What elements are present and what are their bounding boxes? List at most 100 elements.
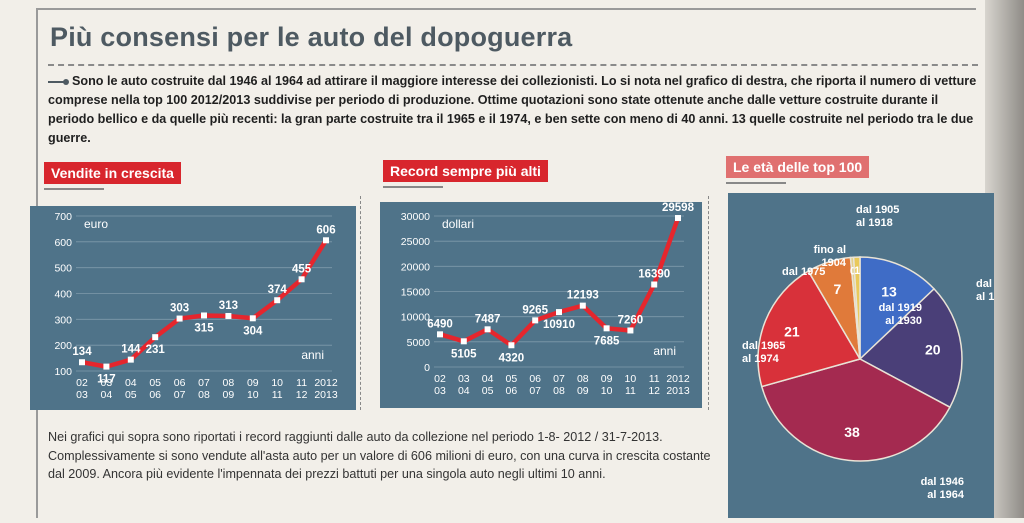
chart2-ytick-label: 25000: [401, 236, 430, 248]
pie-slice: [757, 270, 862, 388]
chart2-svg: 0 5000 10000 15000 20000 25000 30000 dollari ann…: [401, 202, 695, 397]
chart2-ytick-label: 30000: [401, 211, 430, 223]
chart1-unit-label: euro: [84, 217, 108, 231]
chart2-data-label: 29598: [662, 202, 695, 214]
pie-category-label-line2: al 1918: [856, 217, 893, 229]
chart2-x-unit-label: anni: [653, 344, 676, 358]
chart2-data-point: [532, 317, 539, 324]
chart1-data-label: 144: [121, 344, 141, 356]
chart2-ytick-label: 20000: [401, 261, 430, 273]
chart1-data-label: 313: [219, 300, 238, 312]
pie-value-label: 38: [844, 424, 860, 440]
chart1-xtick-label-bottom: 2013: [314, 389, 338, 401]
chart1-x-unit-label: anni: [301, 348, 324, 362]
chart2-xtick-label-bottom: 2013: [666, 385, 690, 397]
chart2-xtick-label-bottom: 05: [482, 385, 494, 397]
pie-value-label: 21: [784, 324, 800, 340]
chart1-data-label: 606: [316, 224, 335, 236]
intro-paragraph: Sono le auto costruite dal 1946 al 1964 …: [48, 72, 978, 148]
chart1-data-point: [79, 359, 85, 366]
chart1-xtick-label-top: 02: [76, 377, 88, 389]
chart1-data-label: 303: [170, 303, 189, 315]
pie-slice: [760, 358, 951, 462]
chart1-ytick-label: 500: [54, 263, 72, 275]
chart1-data-point: [152, 334, 159, 341]
chart2-xtick-label-top: 10: [625, 373, 637, 385]
chart2-xtick-label-bottom: 09: [577, 385, 589, 397]
chart2-xtick-label-top: 05: [506, 373, 518, 385]
chart2-data-label: 6490: [427, 318, 453, 330]
pie-category-label: dal 1905: [856, 204, 899, 216]
pie-slice: [859, 256, 936, 361]
chart1-xtick-label-bottom: 04: [101, 389, 113, 401]
chart2-xtick-label-top: 02: [434, 373, 446, 385]
chart1-xtick-label-bottom: 11: [272, 389, 283, 401]
chart2-data-point: [603, 325, 610, 332]
chart2-xtick-label-bottom: 04: [458, 385, 470, 397]
pie-category-label: dal 1919: [879, 302, 922, 314]
chart1-title-underline: [44, 188, 104, 190]
chart1-xtick-label-top: 05: [149, 377, 161, 389]
chart2-data-label: 7260: [618, 314, 644, 326]
chart2-data-point: [460, 338, 467, 345]
chart2-ytick-label: 0: [424, 362, 430, 374]
separator: [360, 196, 361, 410]
chart2-data-point: [437, 331, 443, 338]
chart1-data-point: [103, 363, 110, 370]
chart2-xtick-label-top: 07: [553, 373, 565, 385]
chart2-xtick-label-bottom: 11: [625, 385, 636, 397]
pie-category-label-line2: 1904: [822, 257, 847, 269]
chart2-data-point: [508, 342, 515, 349]
chart2-data-label: 5105: [451, 348, 477, 360]
chart2-data-point: [556, 309, 562, 316]
pie-category-label: dal 1965: [742, 340, 785, 352]
chart1-ytick-label: 600: [54, 237, 72, 249]
intro-text: Sono le auto costruite dal 1946 al 1964 …: [48, 74, 977, 145]
chart1-xtick-label-top: 07: [198, 377, 210, 389]
chart1-data-label: 315: [194, 322, 214, 334]
pie-category-label-line2: al 1930: [885, 315, 922, 327]
chart1-ytick-label: 200: [54, 340, 72, 352]
pie-value-label: 13: [881, 284, 897, 300]
pie-slice: [858, 287, 963, 409]
caption: Nei grafici qui sopra sono riportati i r…: [48, 430, 711, 481]
chart1-xtick-label-bottom: 05: [125, 389, 137, 401]
chart2-data-point: [579, 302, 586, 309]
chart2-data-label: 7685: [594, 335, 620, 347]
chart1-data-label: 117: [97, 374, 116, 386]
chart3-title: Le età delle top 100: [726, 156, 870, 178]
chart2-xtick-label-top: 08: [577, 373, 589, 385]
chart1-xtick-label-bottom: 09: [223, 389, 235, 401]
chart1-xtick-label-bottom: 12: [296, 389, 308, 401]
chart2-data-label: 4320: [499, 352, 525, 364]
chart2-data-point: [651, 281, 658, 288]
chart1-xtick-label-bottom: 06: [149, 389, 161, 401]
chart2-data-label: 9265: [522, 304, 548, 316]
chart1-data-point: [298, 276, 305, 283]
chart1-xtick-label-top: 2012: [314, 377, 338, 389]
chart2-xtick-label-bottom: 06: [506, 385, 518, 397]
chart2-panel: 0 5000 10000 15000 20000 25000 30000 dollari ann…: [380, 202, 702, 408]
chart1-data-label: 231: [146, 344, 166, 356]
chart2-xtick-label-bottom: 10: [601, 385, 613, 397]
pie-category-label-line2: al 1964: [927, 489, 965, 501]
chart1-ytick-label: 300: [54, 314, 72, 326]
chart1-series-line: [81, 239, 328, 369]
pie-slice: [852, 256, 861, 360]
chart2-ytick-label: 15000: [401, 287, 430, 299]
chart1-data-point: [323, 237, 329, 244]
chart2-data-point: [675, 215, 681, 222]
chart2-xtick-label-top: 2012: [666, 373, 690, 385]
pie-value-label: 20: [925, 341, 941, 357]
title-divider: [48, 64, 978, 66]
chart1-data-point: [127, 356, 134, 363]
frame-border-top: [36, 8, 976, 10]
chart1-xtick-label-top: 09: [247, 377, 259, 389]
chart1-ytick-label: 100: [54, 366, 72, 378]
chart1-xtick-label-bottom: 07: [174, 389, 186, 401]
chart1-ytick-label: 700: [54, 211, 72, 223]
chart1-data-point: [225, 312, 232, 319]
chart2-xtick-label-top: 03: [458, 373, 470, 385]
pie-category-label: dal 1946: [921, 476, 964, 488]
